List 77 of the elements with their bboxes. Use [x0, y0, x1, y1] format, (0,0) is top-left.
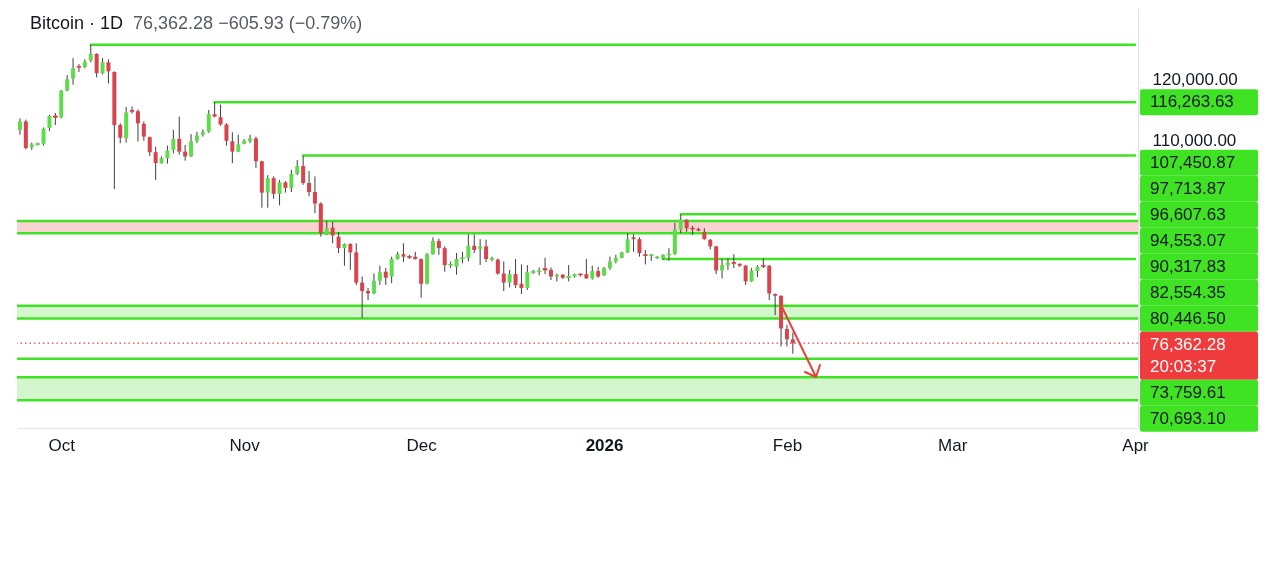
candlestick — [171, 129, 176, 154]
chart-subtitle: 76,362.28 −605.93 (−0.79%) — [133, 13, 363, 33]
candlestick — [277, 179, 282, 206]
candlestick — [377, 265, 382, 286]
candlestick — [484, 239, 489, 263]
candlestick — [289, 169, 294, 193]
candlestick — [625, 232, 630, 254]
candlestick — [165, 145, 170, 165]
candlestick — [678, 213, 683, 234]
candlestick — [218, 104, 223, 127]
candlestick — [743, 264, 748, 286]
candlestick — [230, 131, 235, 164]
candlestick — [607, 256, 612, 271]
candlestick — [720, 258, 725, 279]
x-tick-label: Feb — [772, 435, 803, 455]
candlestick — [773, 292, 778, 316]
x-tick-label: Apr — [1122, 435, 1150, 455]
ref-line-label: 70,693.10 — [1150, 408, 1226, 428]
candlestick — [200, 128, 205, 138]
candlestick — [307, 170, 312, 197]
candlestick — [106, 58, 111, 84]
candlestick — [442, 245, 447, 273]
candlestick — [41, 126, 46, 147]
chart-title: Bitcoin · 1D — [30, 13, 124, 33]
x-tick-label: Oct — [48, 435, 76, 455]
candlestick — [342, 242, 347, 267]
candlestick — [194, 131, 199, 144]
candlestick — [454, 252, 459, 276]
ref-line-label: 80,446.50 — [1150, 308, 1226, 328]
candlestick — [336, 231, 341, 254]
candlestick — [348, 242, 353, 271]
candlestick — [401, 242, 406, 263]
candlestick — [371, 273, 376, 295]
candlestick — [248, 134, 253, 144]
candlestick — [525, 264, 530, 291]
ref-line-label: 76,362.28 — [1150, 334, 1226, 354]
candlestick — [141, 120, 146, 142]
series-label: 116,263.63 — [1150, 92, 1234, 112]
x-tick-label: 2026 — [585, 435, 624, 455]
candlestick — [206, 109, 211, 134]
series-label: 97,713.87 — [1150, 178, 1226, 198]
x-tick-label: Mar — [938, 435, 968, 455]
text: 20:03:37 — [1150, 356, 1217, 376]
candlestick — [118, 122, 123, 144]
series-label: 107,450.87 — [1150, 152, 1236, 172]
series-label: 90,317.83 — [1150, 256, 1226, 276]
candlestick — [472, 233, 477, 254]
candlestick — [360, 276, 365, 319]
candlestick — [71, 57, 76, 86]
candlestick — [177, 116, 182, 156]
candlestick — [330, 221, 335, 244]
candlestick — [189, 133, 194, 158]
candlestick — [784, 324, 789, 348]
candlestick — [389, 256, 394, 284]
candlestick — [637, 236, 642, 258]
candlestick — [17, 117, 22, 136]
y-tick-label: 120,000.00 — [1152, 70, 1238, 90]
candlestick — [271, 175, 276, 200]
candlestick — [478, 238, 483, 266]
ref-line-label: 94,553.07 — [1150, 230, 1226, 250]
candlestick — [312, 175, 317, 214]
candlestick — [253, 136, 258, 169]
candlestick — [94, 52, 99, 78]
candlestick — [501, 260, 506, 292]
ref-line-label: 96,607.63 — [1150, 204, 1226, 224]
candlestick — [790, 332, 795, 355]
ref-line-label: 73,759.61 — [1150, 382, 1226, 402]
candlestick — [224, 122, 229, 147]
candlestick — [436, 238, 441, 256]
x-tick-label: Nov — [229, 435, 261, 455]
candlestick — [301, 155, 306, 186]
ref-line-label: 82,554.35 — [1150, 282, 1226, 302]
candlestick — [153, 146, 158, 181]
y-tick-label: 110,000.00 — [1152, 130, 1237, 150]
x-tick-label: Dec — [406, 435, 438, 455]
candlestick — [76, 63, 82, 73]
candlestick — [265, 174, 270, 209]
